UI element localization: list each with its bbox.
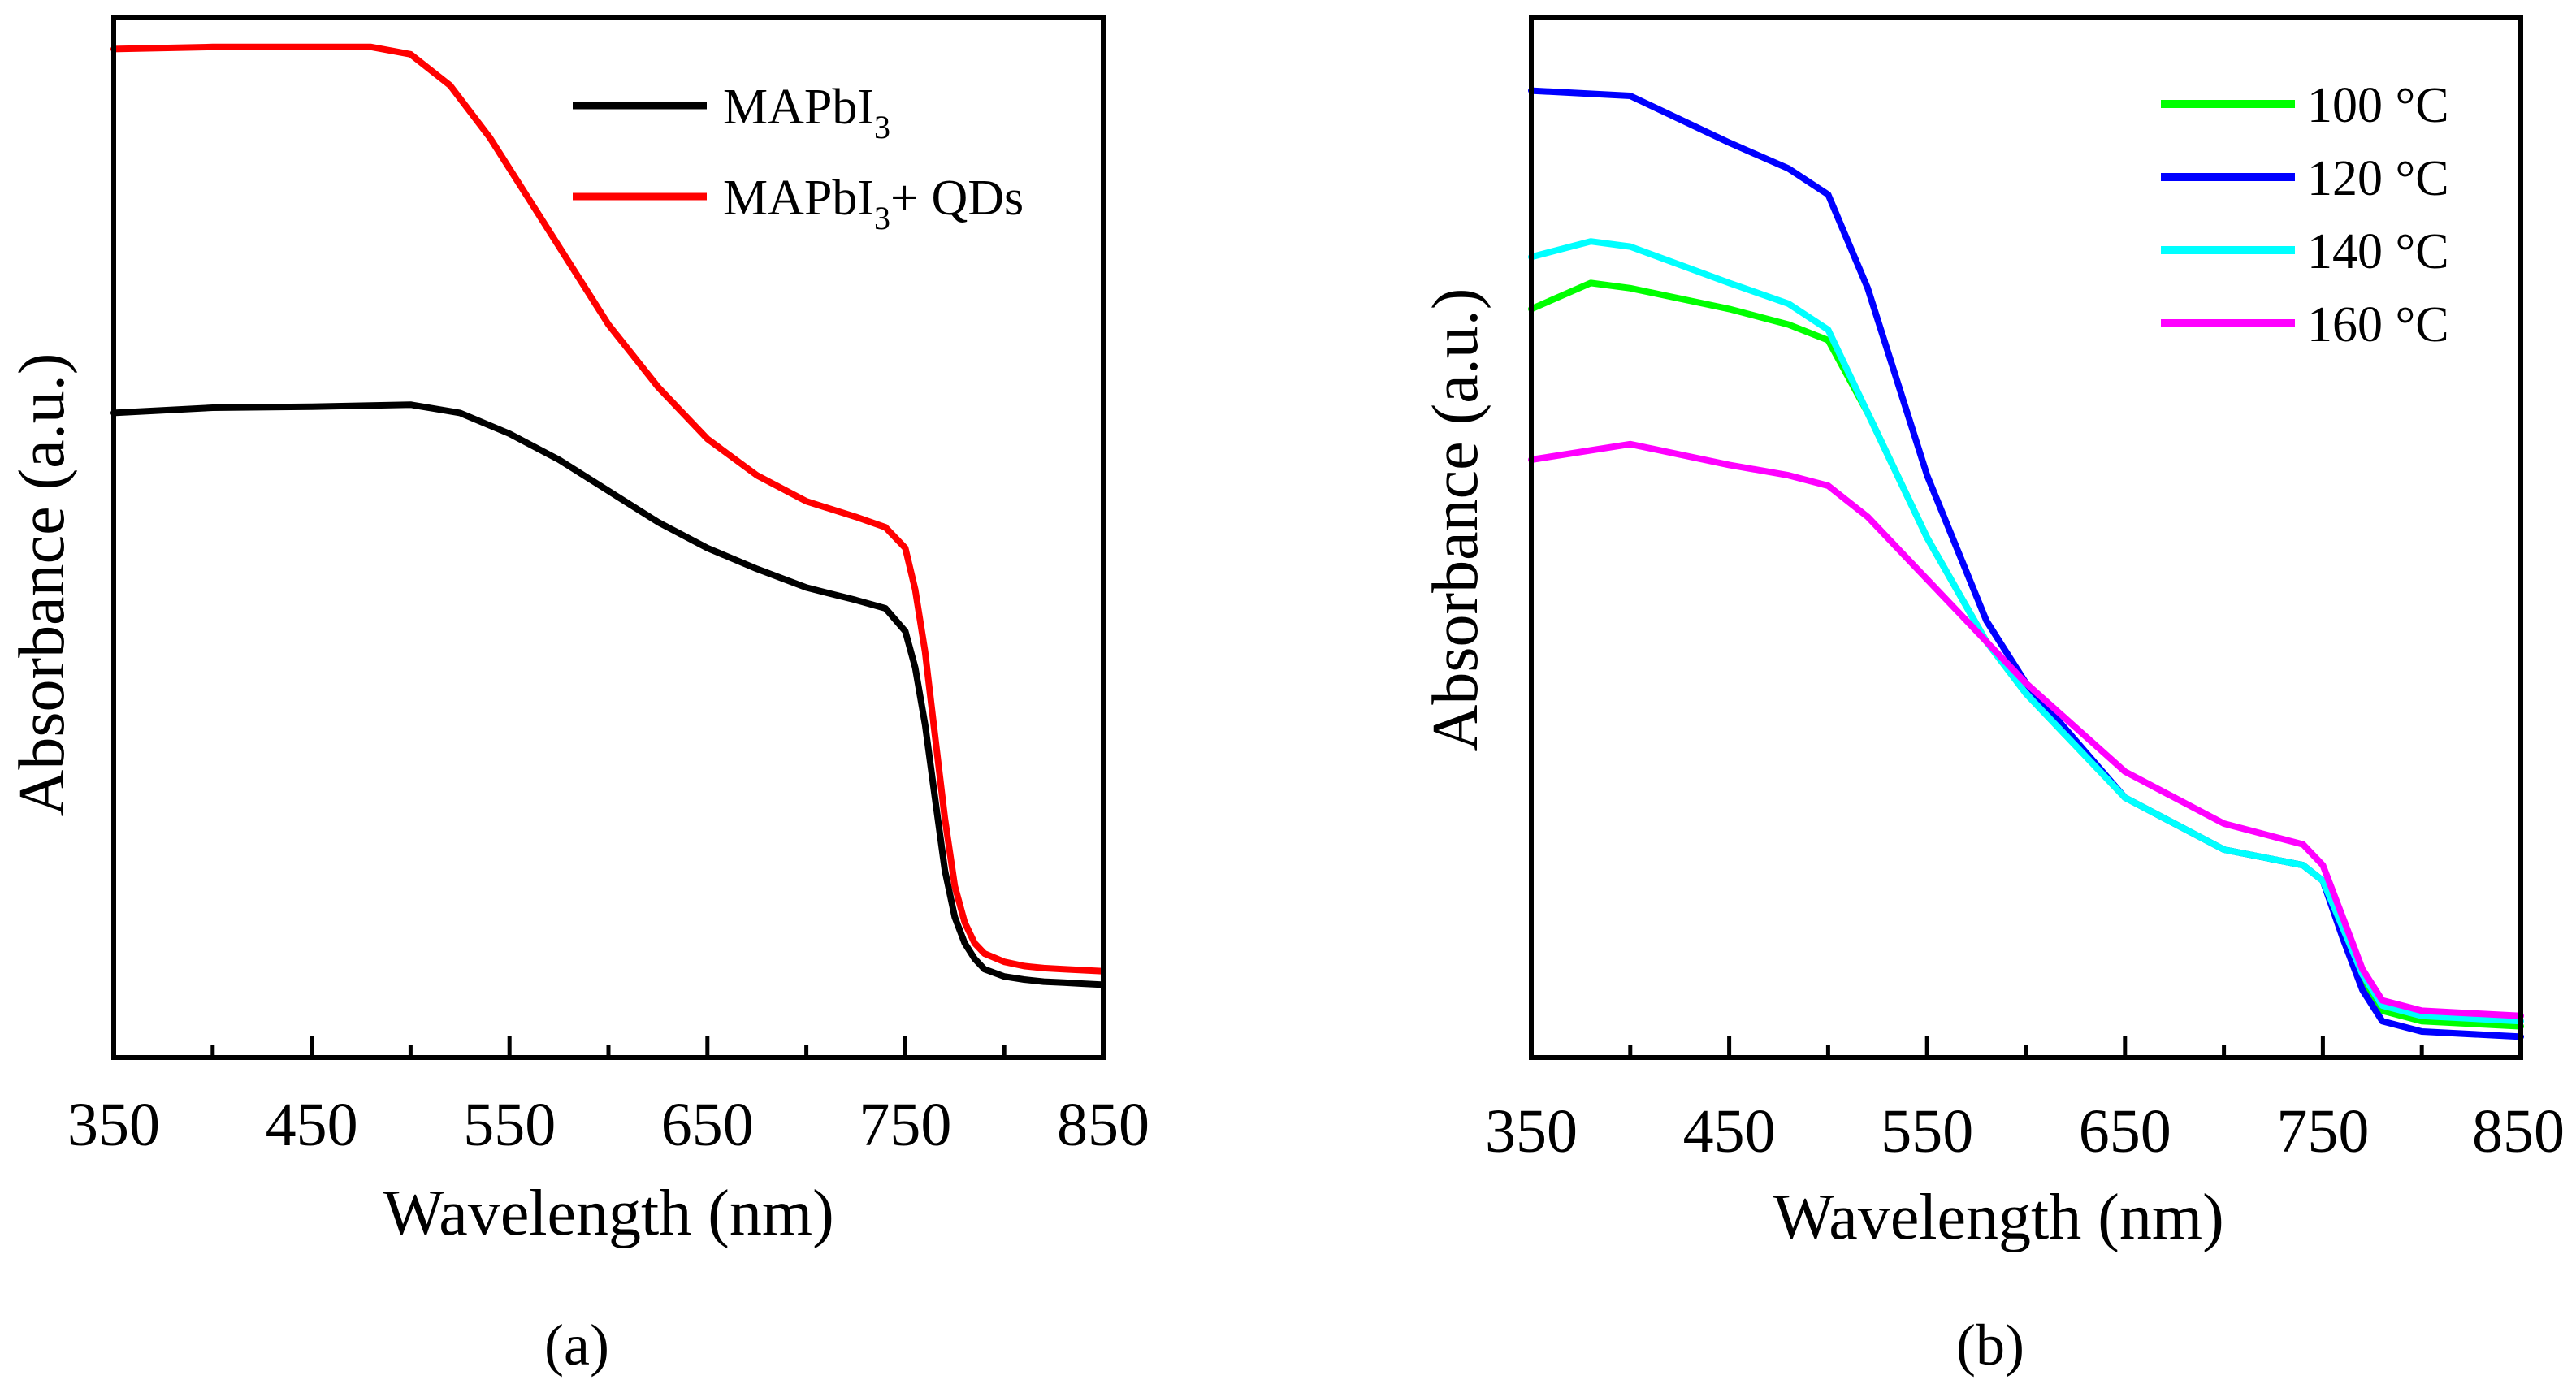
panel-b-x-axis-title: Wavelength (nm) xyxy=(1773,1182,2224,1253)
panel-b-x-tick-labels: 350 450 550 650 750 850 xyxy=(1485,1097,2565,1166)
panel-b-series-line-2 xyxy=(1528,238,2524,1025)
legend-label-100c: 100 °C xyxy=(2307,78,2449,133)
legend-label-120c: 120 °C xyxy=(2307,151,2449,206)
panel-a: 350 450 550 650 750 850 Wavelength (nm) … xyxy=(6,15,1149,1378)
panel-a-x-ticks xyxy=(111,1036,1106,1057)
panel-b-series-line-1 xyxy=(1528,87,2524,1040)
panel-a-x-tick-label: 550 xyxy=(463,1091,556,1159)
panel-b-series-line-0 xyxy=(1528,279,2524,1030)
legend-label-mapbi3-qds-main: MAPbI xyxy=(723,171,874,226)
panel-b-series-line-3 xyxy=(1528,440,2524,1019)
panel-b-label: (b) xyxy=(1956,1313,2024,1378)
panel-b-x-tick-label: 750 xyxy=(2276,1097,2369,1166)
panel-b-x-ticks xyxy=(1529,1036,2523,1057)
panel-a-y-axis-title: Absorbance (a.u.) xyxy=(6,353,78,817)
panel-a-plot-area xyxy=(110,43,1106,988)
panel-a-x-tick-label: 850 xyxy=(1057,1091,1149,1159)
panel-a-series-line-0 xyxy=(110,401,1106,988)
panel-b: 350 450 550 650 750 850 Wavelength (nm) … xyxy=(1420,15,2565,1378)
legend-label-mapbi3: MAPbI3 xyxy=(723,80,890,145)
panel-b-x-tick-label: 650 xyxy=(2079,1097,2171,1166)
panel-b-x-tick-label: 450 xyxy=(1683,1097,1776,1166)
legend-label-mapbi3-qds-subscript: 3 xyxy=(874,200,890,236)
panel-a-x-axis-title: Wavelength (nm) xyxy=(383,1178,834,1249)
panel-a-x-tick-label: 350 xyxy=(67,1091,160,1159)
panel-a-x-tick-label: 650 xyxy=(661,1091,754,1159)
panel-a-x-tick-label: 450 xyxy=(266,1091,358,1159)
panel-b-y-axis-title: Absorbance (a.u.) xyxy=(1420,288,1491,752)
panel-b-x-tick-label: 550 xyxy=(1881,1097,1973,1166)
panel-a-label: (a) xyxy=(544,1313,609,1378)
panel-a-x-tick-labels: 350 450 550 650 750 850 xyxy=(67,1091,1149,1159)
legend-label-140c: 140 °C xyxy=(2307,224,2449,279)
panel-b-legend: 100 °C 120 °C 140 °C 160 °C xyxy=(2161,78,2449,352)
panel-b-x-tick-label: 850 xyxy=(2472,1097,2565,1166)
legend-label-mapbi3-subscript: 3 xyxy=(874,109,890,145)
panel-a-legend: MAPbI3 MAPbI3+ QDs xyxy=(573,80,1024,236)
panel-a-x-tick-label: 750 xyxy=(859,1091,951,1159)
legend-label-160c: 160 °C xyxy=(2307,297,2449,352)
panel-b-plot-area xyxy=(1528,87,2524,1040)
panel-b-x-tick-label: 350 xyxy=(1485,1097,1578,1166)
legend-label-mapbi3-qds-tail: + QDs xyxy=(890,171,1024,226)
panel-a-series-line-1 xyxy=(110,43,1106,975)
legend-label-mapbi3-qds: MAPbI3+ QDs xyxy=(723,171,1024,236)
legend-label-mapbi3-main: MAPbI xyxy=(723,80,874,135)
